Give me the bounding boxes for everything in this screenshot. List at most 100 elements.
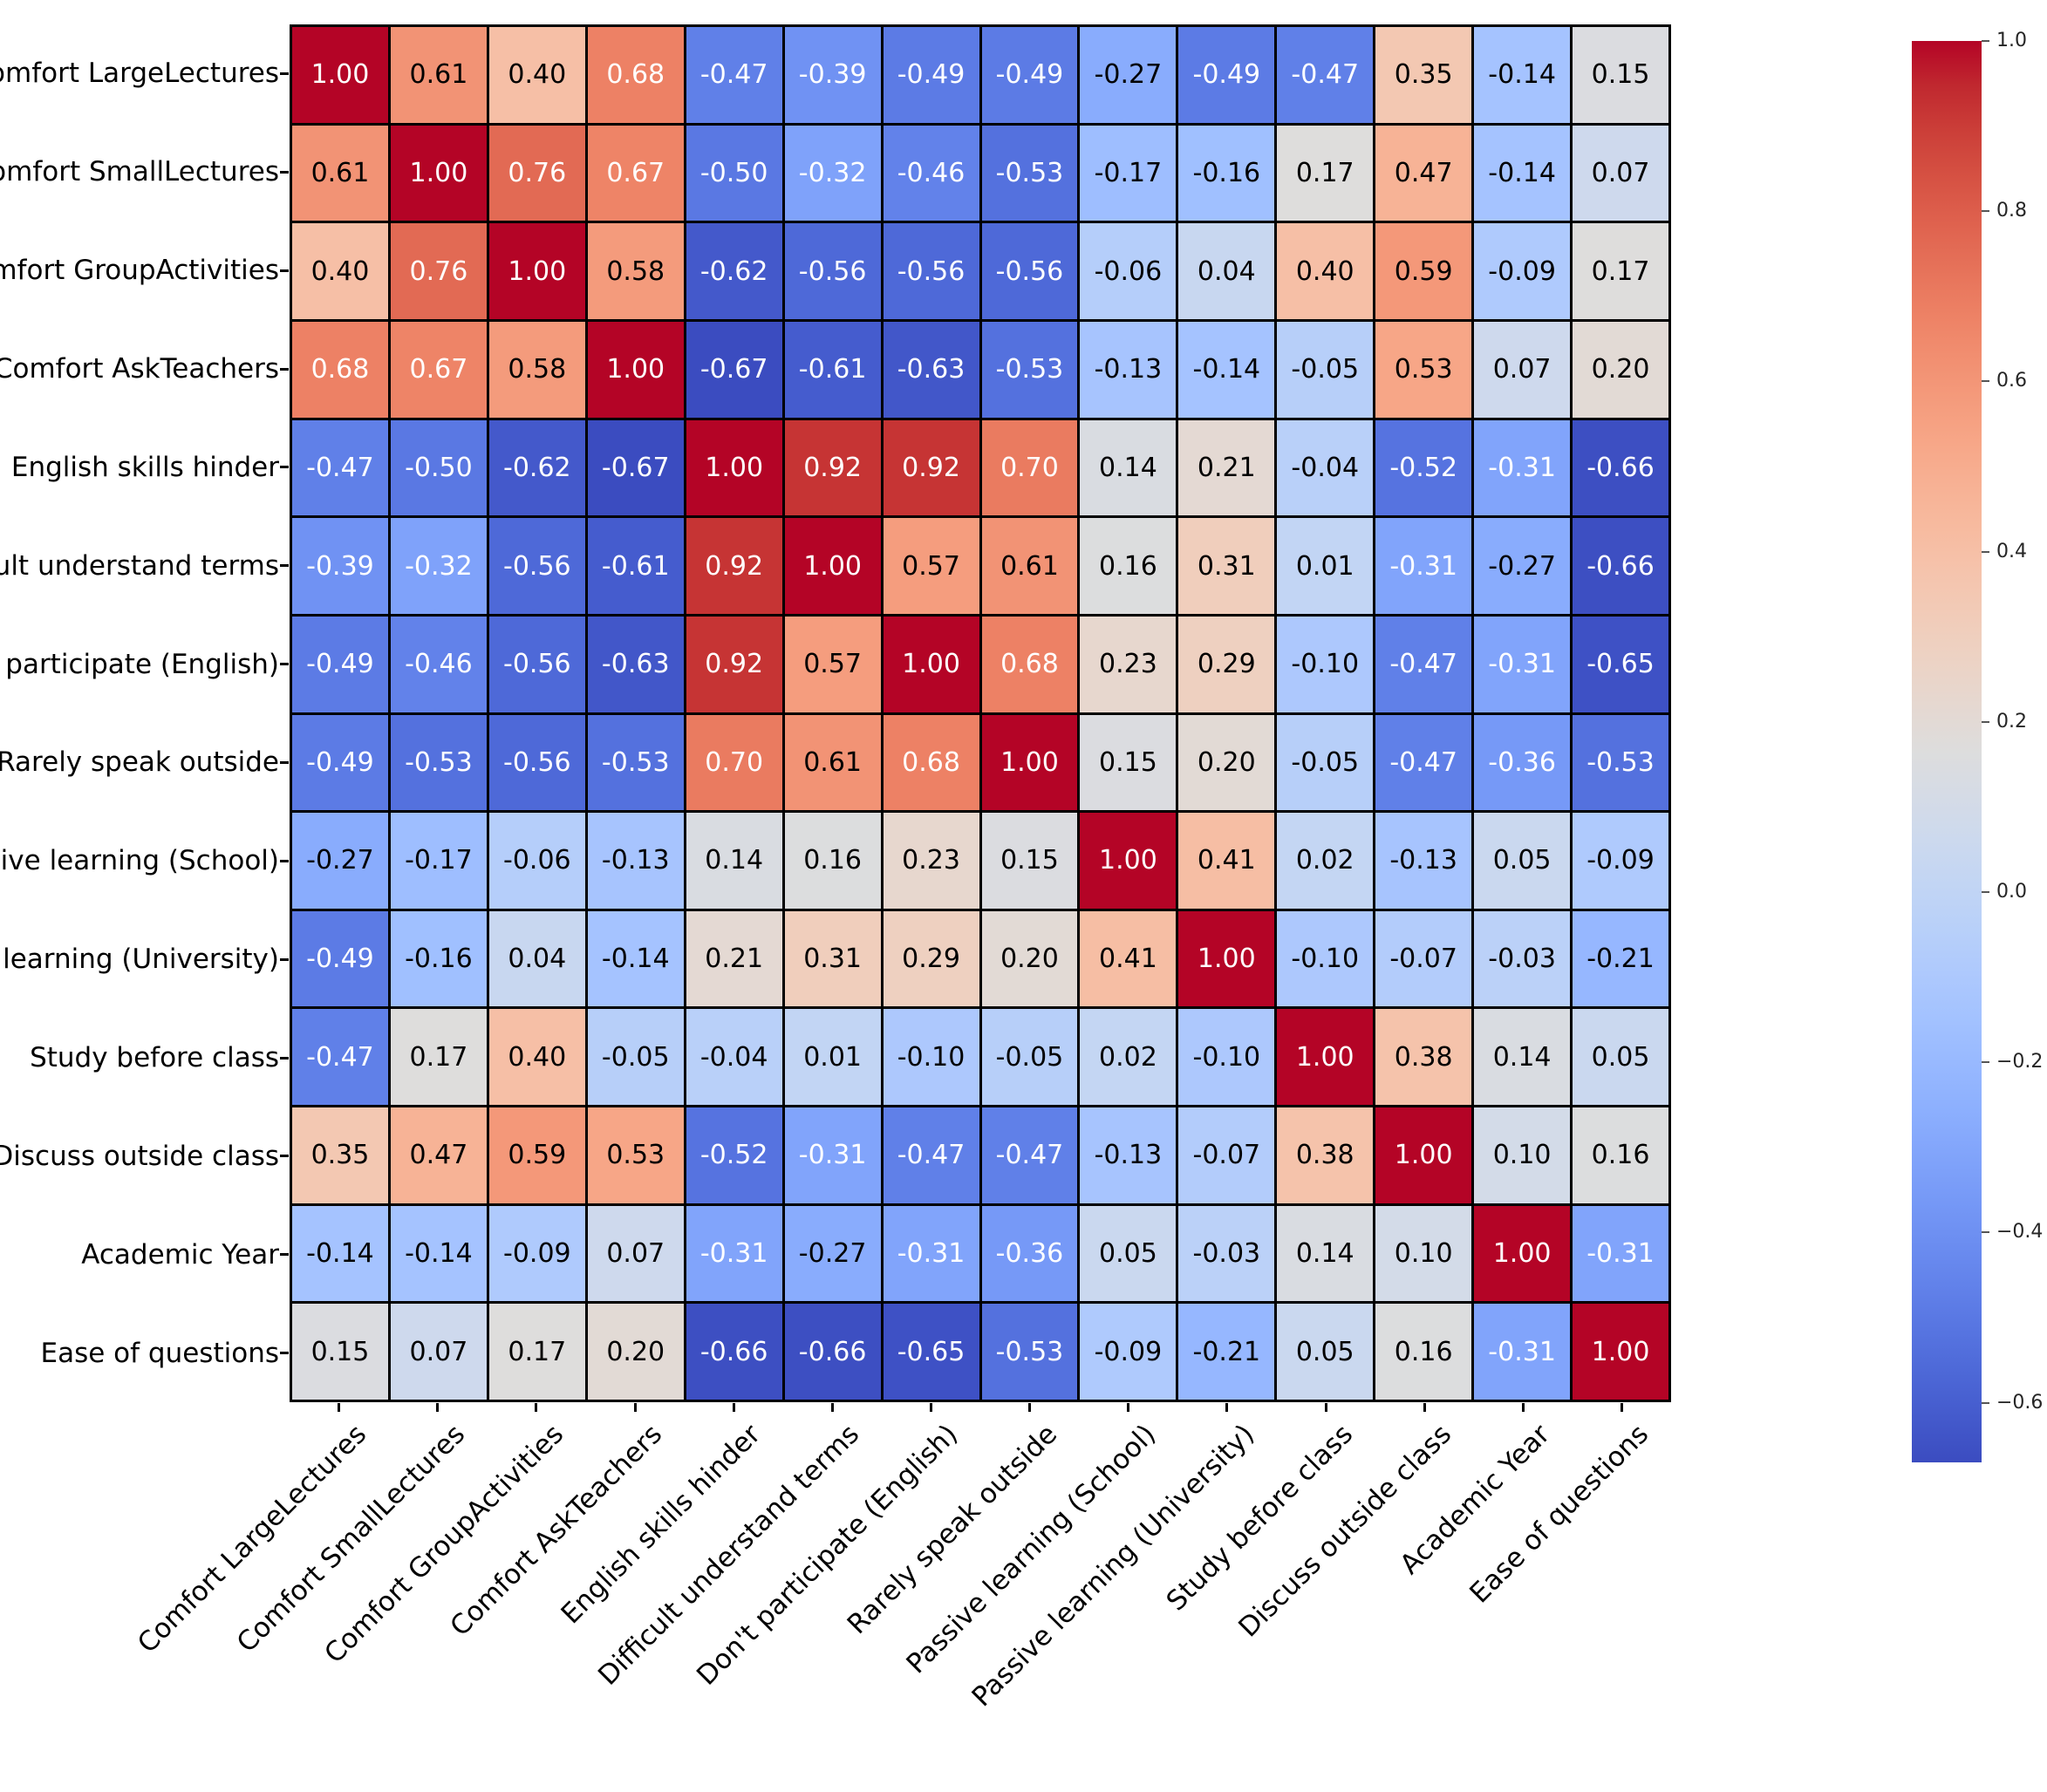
colorbar xyxy=(1912,41,1982,1462)
heatmap-cell: 0.21 xyxy=(686,910,782,1007)
heatmap-cell: -0.14 xyxy=(1474,125,1571,221)
heatmap-cell: 0.04 xyxy=(488,910,585,1007)
heatmap-cell: 0.14 xyxy=(1474,1009,1571,1106)
row-label: English skills hinder xyxy=(10,451,279,483)
colorbar-tick-label: 0.6 xyxy=(1996,370,2027,392)
heatmap-cell: -0.66 xyxy=(686,1304,782,1400)
heatmap-cell: -0.13 xyxy=(1375,813,1472,909)
heatmap-cell: 0.07 xyxy=(390,1304,487,1400)
colorbar-tick-label: 0.4 xyxy=(1996,540,2027,562)
heatmap-cell: -0.46 xyxy=(390,616,487,712)
heatmap-cell: -0.56 xyxy=(488,616,585,712)
colorbar-tick-mark xyxy=(1982,1231,1989,1234)
heatmap-cell: -0.53 xyxy=(390,714,487,811)
heatmap-cell: -0.31 xyxy=(784,1107,881,1203)
heatmap-cell: -0.09 xyxy=(488,1205,585,1302)
heatmap-cell: 0.15 xyxy=(1573,27,1668,123)
heatmap-cell: -0.14 xyxy=(390,1205,487,1302)
heatmap-cell: -0.65 xyxy=(883,1304,979,1400)
heatmap-cell: -0.13 xyxy=(587,813,684,909)
heatmap-cell: -0.49 xyxy=(883,27,979,123)
heatmap-cell: 0.17 xyxy=(1573,223,1668,319)
heatmap-cell: 0.47 xyxy=(390,1107,487,1203)
y-tick-mark xyxy=(280,72,289,75)
heatmap-cell: -0.47 xyxy=(1375,714,1472,811)
heatmap-cell: -0.62 xyxy=(686,223,782,319)
heatmap-cell: -0.05 xyxy=(981,1009,1078,1106)
heatmap-cell: 0.61 xyxy=(292,125,388,221)
y-tick-mark xyxy=(280,859,289,862)
heatmap-cell: 0.07 xyxy=(1573,125,1668,221)
heatmap-cell: 0.38 xyxy=(1277,1107,1374,1203)
heatmap-cell: 0.15 xyxy=(292,1304,388,1400)
heatmap-cell: -0.56 xyxy=(883,223,979,319)
heatmap-cell: -0.05 xyxy=(1277,714,1374,811)
heatmap-cell: 0.35 xyxy=(292,1107,388,1203)
heatmap-cell: 0.41 xyxy=(1178,813,1275,909)
heatmap-cell: -0.06 xyxy=(488,813,585,909)
heatmap-cell: -0.61 xyxy=(784,321,881,418)
heatmap-cell: 0.47 xyxy=(1375,125,1472,221)
heatmap-cell: 0.05 xyxy=(1573,1009,1668,1106)
colorbar-tick-mark xyxy=(1982,210,1989,213)
colorbar-tick-label: 0.2 xyxy=(1996,710,2027,732)
heatmap-cell: -0.67 xyxy=(587,419,684,516)
heatmap-cell: -0.50 xyxy=(390,419,487,516)
heatmap-cell: -0.16 xyxy=(1178,125,1275,221)
heatmap-cell: 0.40 xyxy=(488,1009,585,1106)
heatmap-cell: -0.09 xyxy=(1573,813,1668,909)
heatmap-cell: -0.47 xyxy=(1375,616,1472,712)
heatmap-cell: 0.92 xyxy=(883,419,979,516)
y-tick-mark xyxy=(280,1352,289,1355)
heatmap-cell: -0.47 xyxy=(686,27,782,123)
x-tick-mark xyxy=(1028,1403,1032,1412)
colorbar-tick-label: −0.4 xyxy=(1996,1221,2044,1243)
heatmap-cell: -0.39 xyxy=(784,27,881,123)
y-tick-mark xyxy=(280,1056,289,1060)
x-tick-mark xyxy=(1423,1403,1426,1412)
heatmap-cell: 0.20 xyxy=(1573,321,1668,418)
heatmap-cell: 0.07 xyxy=(1474,321,1571,418)
heatmap-cell: -0.32 xyxy=(784,125,881,221)
heatmap-cell: 0.02 xyxy=(1080,1009,1177,1106)
heatmap-cell: -0.13 xyxy=(1080,321,1177,418)
heatmap-cell: 0.57 xyxy=(883,518,979,614)
heatmap-cell: -0.52 xyxy=(1375,419,1472,516)
x-tick-mark xyxy=(535,1403,538,1412)
heatmap-cell: 0.29 xyxy=(1178,616,1275,712)
x-tick-mark xyxy=(1127,1403,1130,1412)
heatmap-cell: -0.49 xyxy=(981,27,1078,123)
heatmap-cell: 0.40 xyxy=(488,27,585,123)
heatmap-cell: -0.03 xyxy=(1474,910,1571,1007)
row-label: Discuss outside class xyxy=(0,1140,279,1172)
heatmap-cell: 0.59 xyxy=(488,1107,585,1203)
column-label: Study before class xyxy=(1160,1418,1360,1618)
heatmap-cell: 1.00 xyxy=(1277,1009,1374,1106)
heatmap-cell: 0.92 xyxy=(686,518,782,614)
heatmap-cell: -0.31 xyxy=(1474,616,1571,712)
heatmap-cell: -0.17 xyxy=(1080,125,1177,221)
heatmap-cell: -0.53 xyxy=(587,714,684,811)
heatmap-cell: 0.10 xyxy=(1474,1107,1571,1203)
heatmap-cell: 0.20 xyxy=(981,910,1078,1007)
heatmap-cell: 0.23 xyxy=(883,813,979,909)
heatmap-cell: -0.56 xyxy=(784,223,881,319)
heatmap-cell: -0.53 xyxy=(981,1304,1078,1400)
heatmap-cell: -0.31 xyxy=(883,1205,979,1302)
row-label: Academic Year xyxy=(81,1238,279,1271)
heatmap-cell: 0.58 xyxy=(587,223,684,319)
heatmap-cell: -0.10 xyxy=(1277,910,1374,1007)
x-tick-mark xyxy=(830,1403,834,1412)
heatmap-cell: 0.41 xyxy=(1080,910,1177,1007)
heatmap-cell: -0.67 xyxy=(686,321,782,418)
heatmap-cell: -0.53 xyxy=(1573,714,1668,811)
heatmap-cell: 0.20 xyxy=(1178,714,1275,811)
heatmap-cell: 0.68 xyxy=(292,321,388,418)
row-label: Don't participate (English) xyxy=(0,648,279,680)
heatmap-cell: -0.63 xyxy=(883,321,979,418)
heatmap-cell: -0.16 xyxy=(390,910,487,1007)
heatmap-cell: -0.47 xyxy=(292,419,388,516)
heatmap-cell: -0.52 xyxy=(686,1107,782,1203)
heatmap-cell: 0.01 xyxy=(784,1009,881,1106)
heatmap-cell: -0.39 xyxy=(292,518,388,614)
